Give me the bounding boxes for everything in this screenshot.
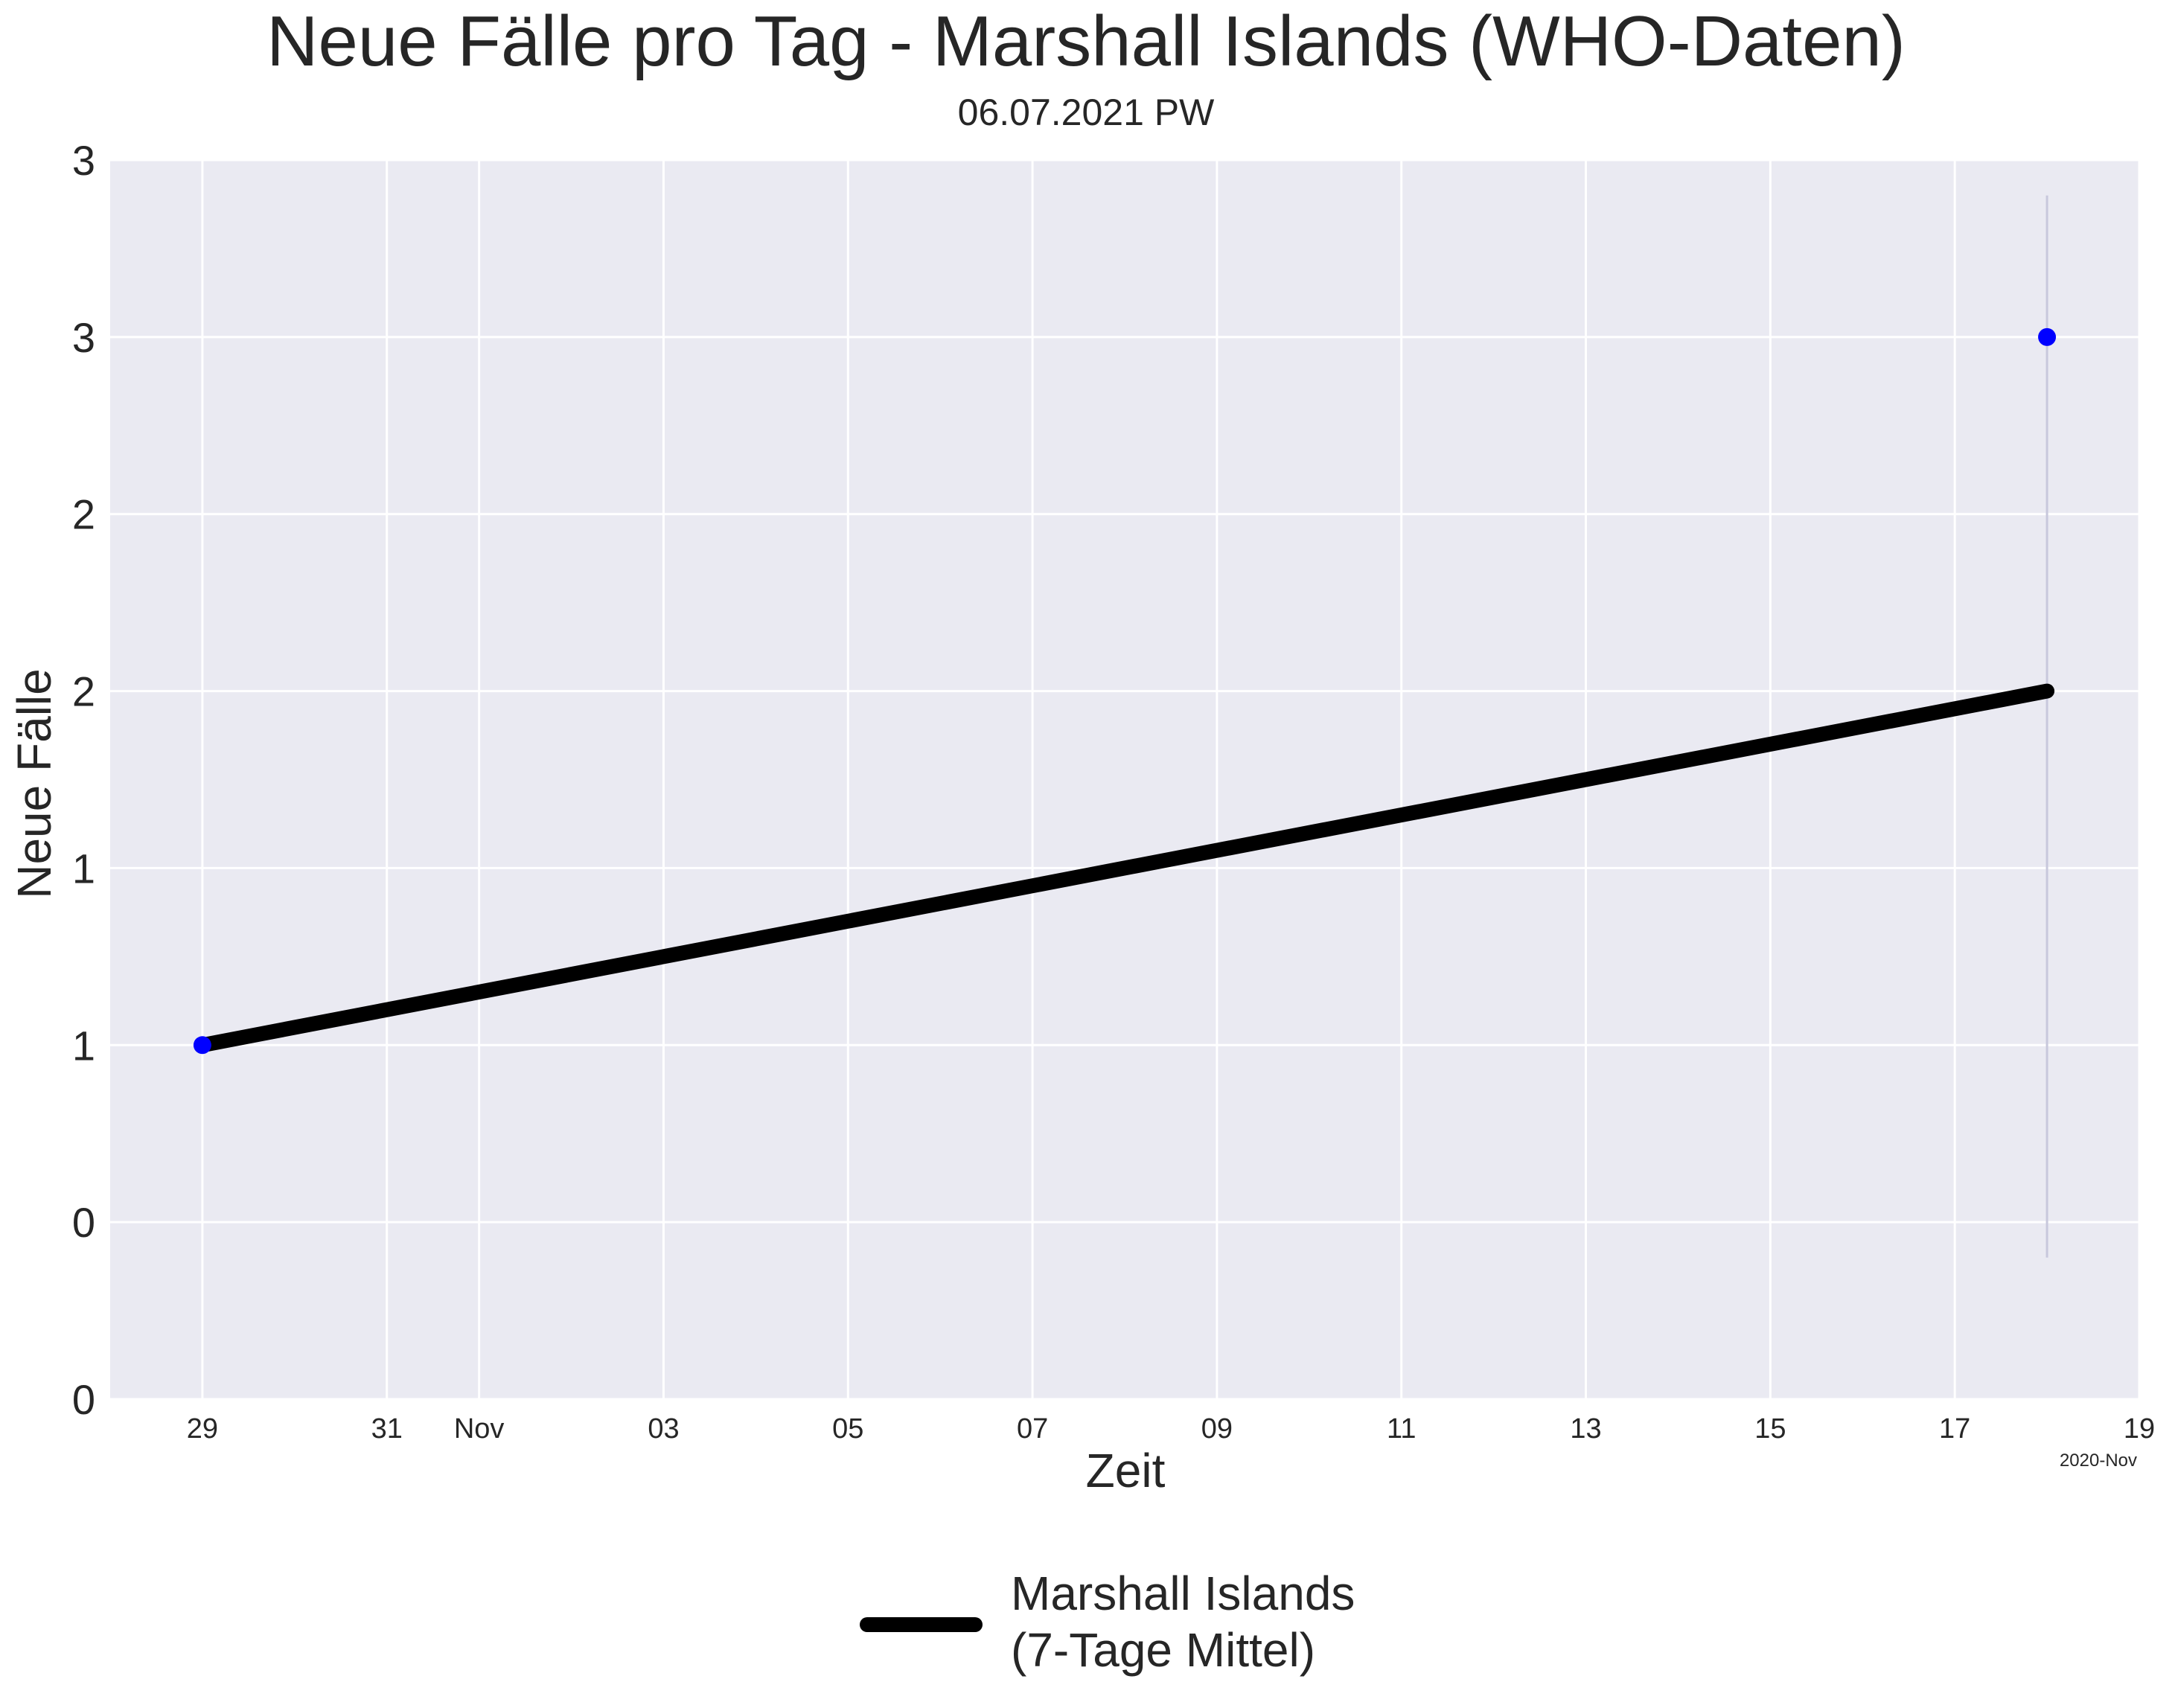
plot-area bbox=[110, 160, 2139, 1399]
y-axis-ticks: 0 0 1 1 2 2 3 3 bbox=[72, 137, 95, 1423]
legend-label-line: (7-Tage Mittel) bbox=[1011, 1623, 1315, 1677]
x-tick-label: 17 bbox=[1939, 1413, 1970, 1445]
x-tick-label: 11 bbox=[1387, 1413, 1416, 1445]
series-layer bbox=[193, 195, 2057, 1258]
legend-label-line: Marshall Islands bbox=[1011, 1567, 1355, 1620]
legend: Marshall Islands (7-Tage Mittel) bbox=[860, 1567, 1355, 1677]
x-tick-label: 07 bbox=[1017, 1413, 1048, 1445]
x-axis-ticks: 29 31 Nov 03 05 07 09 11 13 15 17 19 bbox=[187, 1413, 2155, 1445]
y-tick-label: 2 bbox=[72, 491, 95, 538]
y-axis-label: Neue Fälle bbox=[7, 668, 61, 899]
y-tick-label: 3 bbox=[72, 314, 95, 361]
x-tick-label: 15 bbox=[1754, 1413, 1786, 1445]
x-tick-label: 31 bbox=[371, 1413, 403, 1445]
chart-title: Neue Fälle pro Tag - Marshall Islands (W… bbox=[266, 1, 1906, 81]
data-point bbox=[193, 1036, 211, 1055]
x-tick-label: Nov bbox=[454, 1413, 505, 1445]
y-tick-label: 1 bbox=[72, 1022, 95, 1069]
x-axis-label: Zeit bbox=[1086, 1444, 1166, 1497]
y-tick-label: 2 bbox=[72, 668, 95, 715]
x-tick-label: 13 bbox=[1570, 1413, 1601, 1445]
y-tick-label: 3 bbox=[72, 137, 95, 184]
legend-label-marshall-islands: Marshall Islands (7-Tage Mittel) bbox=[1011, 1567, 1355, 1677]
x-tick-label: 03 bbox=[648, 1413, 679, 1445]
x-tick-label: 09 bbox=[1201, 1413, 1233, 1445]
series-line-marshall-islands bbox=[194, 683, 2055, 1053]
x-axis-offset-label: 2020-Nov bbox=[2060, 1450, 2137, 1471]
y-tick-label: 0 bbox=[72, 1199, 95, 1246]
x-tick-label: 05 bbox=[832, 1413, 863, 1445]
chart-subtitle: 06.07.2021 PW bbox=[958, 92, 1215, 133]
grid-lines bbox=[110, 159, 2141, 1401]
y-tick-label: 1 bbox=[72, 845, 95, 892]
x-tick-label: 29 bbox=[187, 1413, 218, 1445]
data-point bbox=[2038, 327, 2057, 346]
y-tick-label: 0 bbox=[72, 1376, 95, 1423]
x-tick-label: 19 bbox=[2124, 1413, 2155, 1445]
